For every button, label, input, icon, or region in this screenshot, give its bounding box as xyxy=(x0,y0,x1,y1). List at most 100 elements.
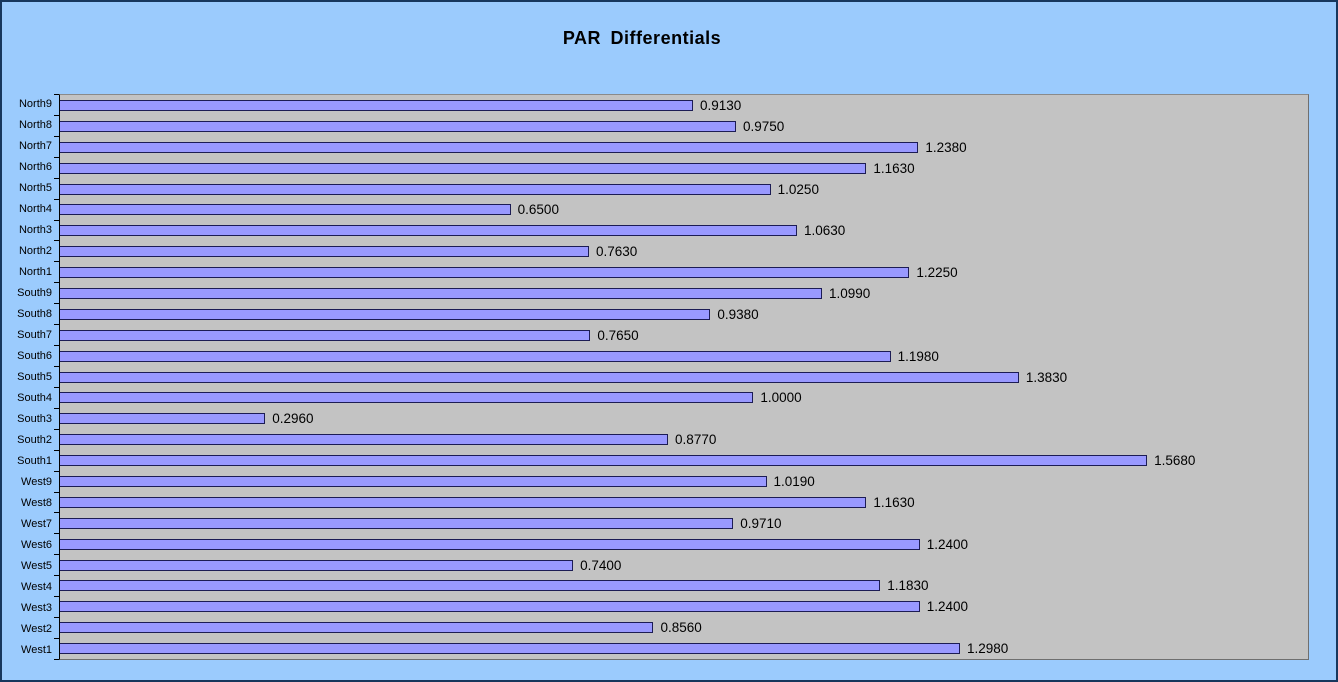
bar xyxy=(60,559,574,571)
category-label: South8 xyxy=(17,308,52,321)
bar xyxy=(60,141,919,153)
value-label: 1.2400 xyxy=(926,536,969,552)
value-label: 0.7630 xyxy=(596,244,638,260)
category-label: South7 xyxy=(17,329,52,342)
bar-row: 1.3830 xyxy=(60,367,1308,388)
category-label: North9 xyxy=(18,98,52,111)
bar-row: 1.2400 xyxy=(60,534,1308,555)
category-label: South2 xyxy=(17,433,52,446)
bar xyxy=(60,434,669,446)
bar-row: 0.8560 xyxy=(60,617,1308,638)
bar-row: 1.0000 xyxy=(60,387,1308,408)
category-label: West1 xyxy=(21,643,52,656)
bar-row: 1.2400 xyxy=(60,596,1308,617)
bar-row: 0.9380 xyxy=(60,304,1308,325)
bar-row: 1.1830 xyxy=(60,575,1308,596)
bar xyxy=(60,538,920,550)
bar-row: 1.2980 xyxy=(60,638,1308,659)
value-label: 0.6500 xyxy=(517,202,559,218)
tick-mark xyxy=(54,94,59,115)
category-label: West7 xyxy=(21,517,52,530)
value-label: 0.2960 xyxy=(272,411,314,427)
value-label: 1.5680 xyxy=(1154,453,1196,469)
category-label: North7 xyxy=(18,140,52,153)
bar xyxy=(60,622,654,634)
tick-mark xyxy=(54,114,59,136)
category-label: North1 xyxy=(18,266,52,279)
bar-row: 1.0630 xyxy=(60,220,1308,241)
value-label: 1.0990 xyxy=(828,285,871,301)
category-label: North3 xyxy=(18,224,52,237)
bar-row: 1.5680 xyxy=(60,450,1308,471)
category-label: South5 xyxy=(17,371,52,384)
bar-row: 0.7400 xyxy=(60,555,1308,576)
bar xyxy=(60,413,266,425)
bar-row: 0.2960 xyxy=(60,408,1308,429)
tick-mark xyxy=(54,575,59,596)
tick-mark xyxy=(54,386,59,408)
value-label: 1.1630 xyxy=(873,160,915,176)
category-label: South6 xyxy=(17,350,52,363)
bar xyxy=(60,643,960,655)
bar xyxy=(60,204,511,216)
tick-mark xyxy=(54,512,59,533)
value-label: 1.2250 xyxy=(916,265,958,281)
bar xyxy=(60,99,693,111)
bar xyxy=(60,350,891,362)
bar xyxy=(60,475,767,487)
chart-title: PAR Differentials xyxy=(562,28,722,48)
tick-mark xyxy=(54,345,59,366)
tick-mark xyxy=(54,282,59,303)
value-label: 0.8560 xyxy=(660,620,702,636)
value-label: 1.2980 xyxy=(966,641,1009,657)
tick-mark xyxy=(54,261,59,282)
category-axis-labels: North9 North8 North7 North6 North5 North4 Nort… xyxy=(2,94,52,660)
tick-mark xyxy=(54,198,59,220)
value-label: 0.8770 xyxy=(675,432,717,448)
bar-rows: 0.9130 0.9750 1.2380 1.1630 1.0250 0.6500 1.06… xyxy=(60,95,1308,659)
tick-mark xyxy=(54,470,59,492)
category-label: South3 xyxy=(17,413,52,426)
tick-mark xyxy=(54,554,59,575)
tick-mark xyxy=(54,658,59,660)
bar-row: 0.9710 xyxy=(60,513,1308,534)
tick-mark xyxy=(54,219,59,241)
bar-row: 0.7650 xyxy=(60,325,1308,346)
category-label: West4 xyxy=(21,580,52,593)
value-label: 1.2380 xyxy=(925,139,967,155)
category-label: West9 xyxy=(21,475,52,488)
tick-mark xyxy=(54,365,59,387)
value-label: 0.7400 xyxy=(580,557,622,573)
category-label: West6 xyxy=(21,538,52,551)
value-label: 1.0250 xyxy=(777,181,819,197)
bar-row: 0.8770 xyxy=(60,429,1308,450)
value-label: 0.9750 xyxy=(743,118,785,134)
bar xyxy=(60,308,711,320)
bar-row: 0.7630 xyxy=(60,241,1308,262)
value-label: 0.9130 xyxy=(700,97,742,113)
category-label: North8 xyxy=(18,119,52,132)
tick-mark xyxy=(54,533,59,554)
value-label: 0.7650 xyxy=(597,327,639,343)
tick-mark xyxy=(54,135,59,157)
tick-mark xyxy=(54,177,59,199)
bar-row: 0.9750 xyxy=(60,116,1308,137)
bar xyxy=(60,371,1019,383)
tick-mark xyxy=(54,324,59,345)
tick-mark xyxy=(54,407,59,429)
tick-mark xyxy=(54,303,59,324)
category-label: North2 xyxy=(18,245,52,258)
bar xyxy=(60,329,591,341)
value-label: 1.3830 xyxy=(1025,369,1068,385)
bar xyxy=(60,183,771,195)
value-label: 1.1630 xyxy=(873,494,915,510)
bar xyxy=(60,267,910,279)
bar xyxy=(60,601,920,613)
category-label: South4 xyxy=(17,392,52,405)
category-label: West3 xyxy=(21,601,52,614)
bar-row: 1.1630 xyxy=(60,492,1308,513)
bar xyxy=(60,392,754,404)
tick-mark xyxy=(54,596,59,617)
tick-mark xyxy=(54,637,59,659)
